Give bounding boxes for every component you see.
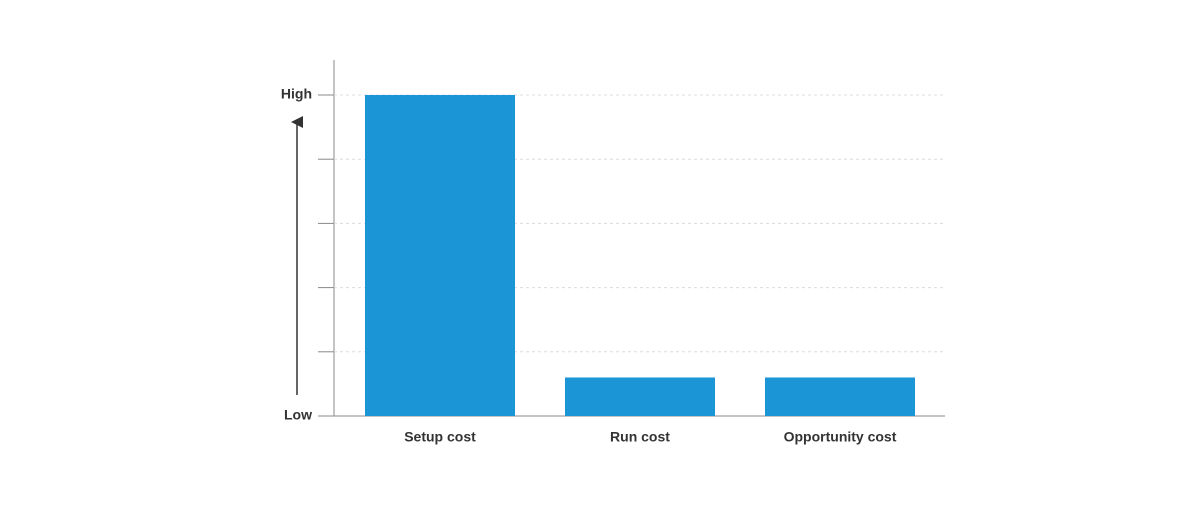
x-tick-label: Run cost: [610, 429, 670, 445]
bar: [565, 377, 715, 416]
bar: [365, 95, 515, 416]
x-tick-label: Setup cost: [404, 429, 476, 445]
x-tick-label: Opportunity cost: [784, 429, 897, 445]
y-tick-label: Low: [284, 407, 312, 423]
y-tick-label: High: [281, 86, 312, 102]
bar: [765, 377, 915, 416]
